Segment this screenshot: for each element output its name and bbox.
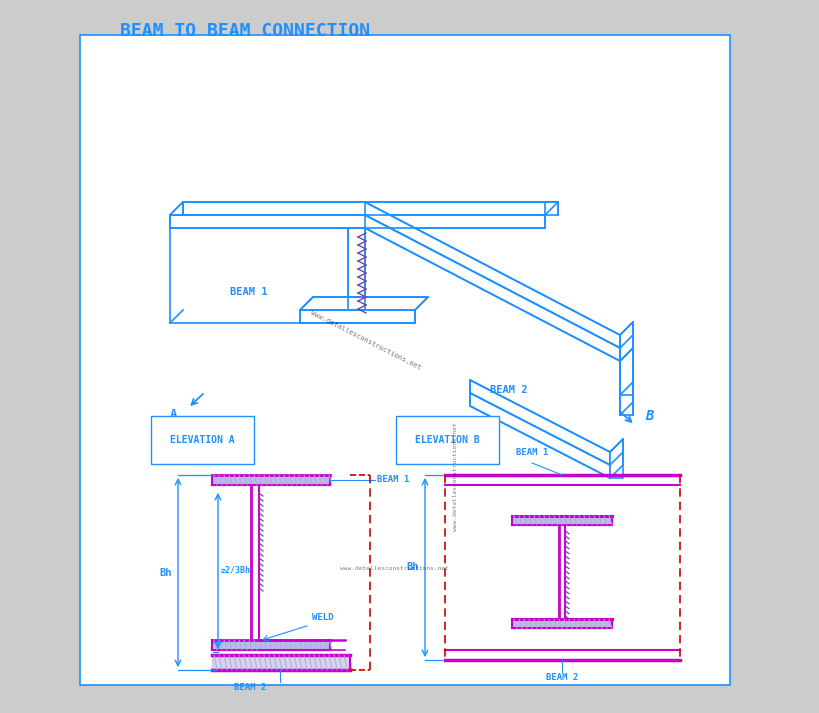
- Text: Bh: Bh: [406, 563, 419, 573]
- Text: BEAM 2: BEAM 2: [490, 385, 527, 395]
- Text: www.detallesconstructions.net: www.detallesconstructions.net: [310, 309, 422, 371]
- Text: www.detallesconstructions.net: www.detallesconstructions.net: [340, 566, 448, 571]
- Text: BEAM TO BEAM CONNECTION: BEAM TO BEAM CONNECTION: [120, 22, 369, 40]
- Text: BEAM 1: BEAM 1: [377, 476, 409, 485]
- Polygon shape: [619, 322, 632, 415]
- Text: Bh: Bh: [160, 568, 172, 578]
- Text: BEAM 2: BEAM 2: [233, 683, 266, 692]
- Polygon shape: [347, 228, 364, 310]
- Text: A: A: [170, 408, 177, 421]
- Polygon shape: [170, 202, 557, 215]
- Text: ELEVATION B: ELEVATION B: [414, 435, 479, 445]
- Text: BEAM 2: BEAM 2: [545, 673, 577, 682]
- Polygon shape: [364, 215, 619, 361]
- Polygon shape: [170, 215, 545, 228]
- Text: ≥2/3Bh: ≥2/3Bh: [221, 565, 251, 575]
- Polygon shape: [170, 202, 183, 215]
- Polygon shape: [300, 297, 428, 310]
- Text: BEAM 1: BEAM 1: [229, 287, 267, 297]
- Text: WELD: WELD: [311, 613, 333, 622]
- Text: B: B: [645, 409, 653, 423]
- Polygon shape: [469, 393, 609, 478]
- Text: ELEVATION A: ELEVATION A: [170, 435, 234, 445]
- Polygon shape: [609, 439, 622, 478]
- Text: BEAM 1: BEAM 1: [515, 448, 547, 457]
- Polygon shape: [545, 202, 557, 215]
- Polygon shape: [364, 202, 619, 348]
- Polygon shape: [300, 310, 414, 323]
- Polygon shape: [619, 348, 632, 395]
- Text: www.detallesconstructions.net: www.detallesconstructions.net: [452, 422, 458, 531]
- Polygon shape: [469, 380, 609, 465]
- Bar: [80, 35, 729, 685]
